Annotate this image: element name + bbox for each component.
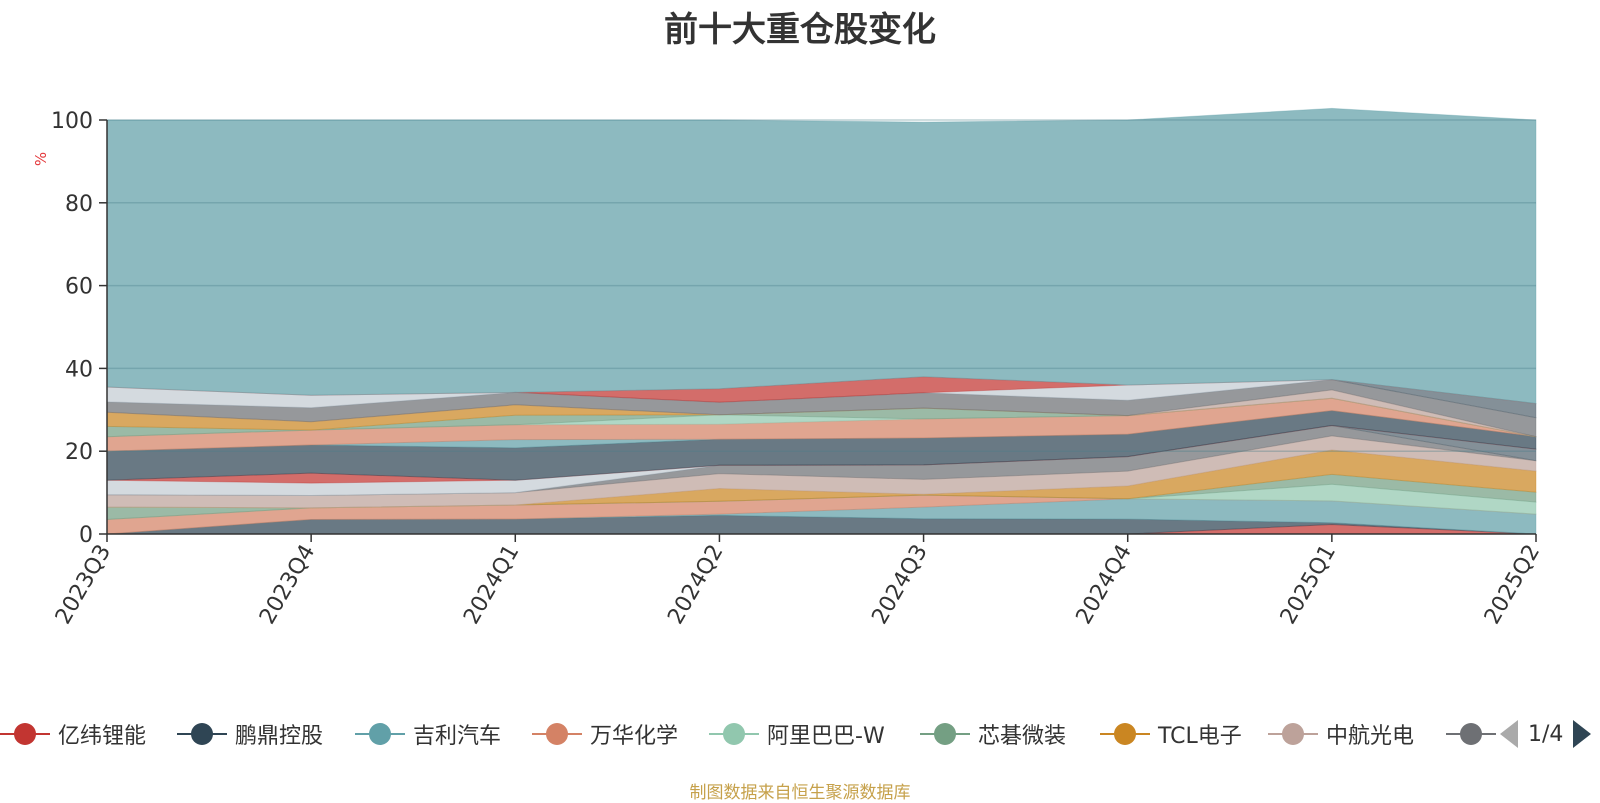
area-series-19[interactable] — [106, 379, 1537, 438]
area-series-23[interactable] — [106, 107, 1537, 405]
area-series-17[interactable] — [106, 397, 1537, 438]
legend-marker-icon — [709, 722, 759, 746]
x-tick-label: 2024Q3 — [867, 541, 932, 629]
legend-label: 中航光电 — [1326, 724, 1415, 749]
legend-marker-icon — [1268, 722, 1318, 746]
legend-label: 鹏鼎控股 — [235, 724, 324, 749]
x-tick-label: 2023Q3 — [51, 541, 116, 629]
legend-item[interactable]: 亿纬锂能 — [0, 714, 146, 754]
legend-item[interactable]: 中航光电 — [1268, 714, 1414, 754]
legend-item[interactable]: 阿里巴巴-W — [709, 714, 885, 754]
legend-item[interactable]: TCL电子 — [1100, 714, 1242, 754]
legend-marker-icon — [355, 722, 405, 746]
legend-label: 吉利汽车 — [413, 724, 502, 749]
legend-item[interactable]: 吉利汽车 — [355, 714, 501, 754]
legend-pager: 1/4 — [1500, 714, 1592, 754]
legend-next-page-icon[interactable] — [1573, 720, 1592, 748]
y-tick-label: 80 — [65, 192, 93, 217]
legend-marker-icon — [1100, 722, 1150, 746]
y-tick-label: 0 — [79, 523, 93, 548]
legend-item[interactable] — [1446, 714, 1504, 754]
data-source-note: 制图数据来自恒生聚源数据库 — [689, 783, 911, 803]
legend-item[interactable]: 鹏鼎控股 — [177, 714, 323, 754]
area-series-20[interactable] — [106, 379, 1537, 419]
legend-marker-icon — [920, 722, 970, 746]
legend-marker-icon — [532, 722, 582, 746]
y-tick-label: 60 — [65, 275, 93, 300]
x-tick-label: 2025Q1 — [1276, 541, 1341, 629]
legend-label: TCL电子 — [1158, 724, 1242, 749]
legend-marker-icon — [177, 722, 227, 746]
x-tick-label: 2024Q1 — [459, 541, 524, 629]
legend-label: 芯碁微装 — [978, 724, 1067, 749]
legend-page-indicator: 1/4 — [1528, 721, 1564, 747]
y-tick-label: 40 — [65, 357, 93, 382]
legend-label: 万华化学 — [590, 724, 679, 749]
x-tick-label: 2024Q4 — [1072, 541, 1137, 629]
stacked-area-chart: 0 20 40 60 80 100 2023Q3 2023Q4 2024Q1 2024Q2 2024… — [51, 107, 1545, 629]
area-series-21[interactable] — [106, 379, 1537, 409]
area-series-9[interactable] — [106, 424, 1537, 497]
y-tick-label: 20 — [65, 440, 93, 465]
legend-item[interactable]: 万华化学 — [532, 714, 678, 754]
legend-label: 阿里巴巴-W — [767, 724, 885, 749]
y-tick-label: 100 — [51, 109, 93, 134]
x-tick-label: 2024Q2 — [663, 541, 728, 629]
legend-label: 亿纬锂能 — [58, 724, 147, 749]
legend-prev-page-icon[interactable] — [1500, 720, 1518, 748]
chart-legend: 亿纬锂能 鹏鼎控股 吉利汽车 万华化学 阿里巴巴-W 芯碁微装 TCL电子 中航光电 — [0, 714, 1600, 754]
legend-marker-icon — [1446, 722, 1496, 746]
chart-title: 前十大重仓股变化 — [664, 10, 936, 50]
x-tick-label: 2023Q4 — [255, 541, 320, 629]
x-tick-label: 2025Q2 — [1480, 541, 1545, 629]
legend-item[interactable]: 芯碁微装 — [920, 714, 1066, 754]
legend-marker-icon — [0, 722, 50, 746]
